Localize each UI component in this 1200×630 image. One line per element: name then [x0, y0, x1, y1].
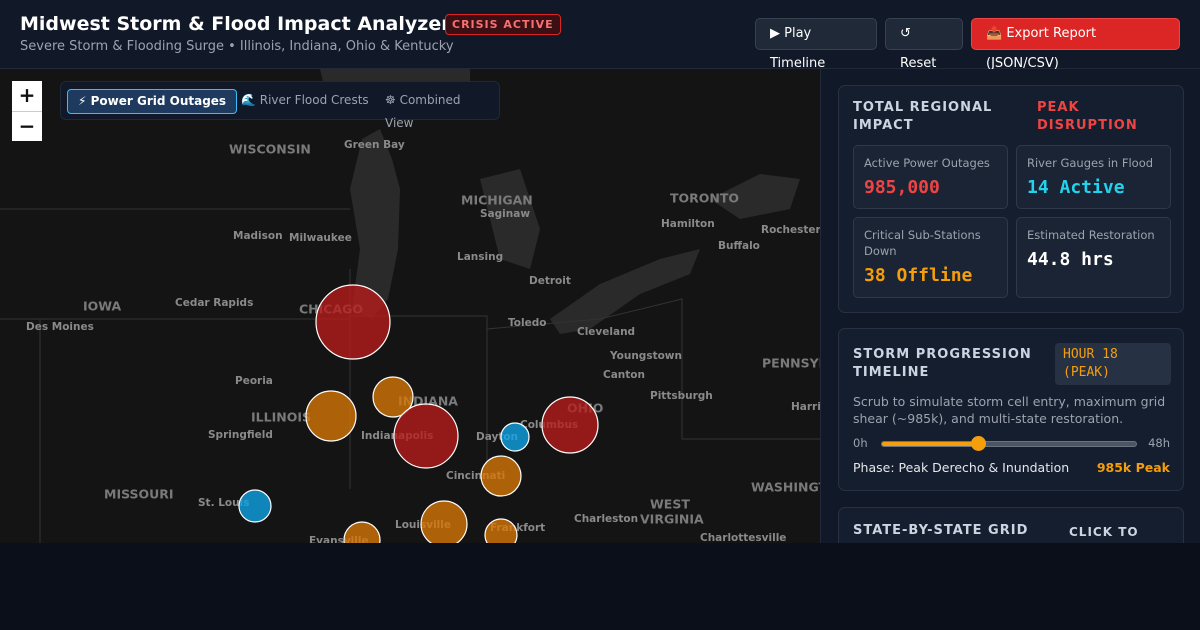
slider-track[interactable]	[881, 441, 1137, 447]
side-panel: TOTAL REGIONAL IMPACT PEAK DISRUPTION Ac…	[820, 69, 1200, 543]
peak-label: 985k Peak	[1096, 460, 1170, 475]
city-label: Green Bay	[344, 139, 405, 151]
city-label: Lansing	[457, 251, 503, 263]
timeline-title: STORM PROGRESSION TIMELINE	[853, 347, 1032, 380]
stat-value: 38 Offline	[864, 265, 973, 286]
city-label: Saginaw	[480, 208, 530, 220]
city-label: Canton	[603, 369, 645, 381]
impact-marker[interactable]	[541, 396, 599, 454]
app: Midwest Storm & Flood Impact Analyzer CR…	[0, 0, 1200, 543]
stat-label: Estimated Restoration	[1027, 228, 1155, 242]
stat-label: River Gauges in Flood	[1027, 156, 1154, 170]
impact-marker[interactable]	[315, 284, 391, 360]
zoom-out[interactable]: −	[12, 111, 42, 141]
lake-erie	[550, 249, 700, 334]
layer-tabs: ⚡ Power Grid Outages 🌊 River Flood Crest…	[60, 81, 500, 130]
impact-marker[interactable]	[393, 403, 459, 469]
zoom-in[interactable]: +	[12, 81, 42, 111]
region-label: ILLINOIS	[251, 410, 311, 425]
city-label: Evansville	[309, 535, 369, 543]
city-label: Detroit	[529, 275, 571, 287]
region-label: WEST	[650, 497, 690, 512]
city-label: Springfield	[208, 429, 273, 441]
hour-badge: HOUR 18 (PEAK)	[1055, 343, 1171, 385]
tab-flood[interactable]: 🌊 River Flood Crests	[241, 93, 369, 107]
timeline-card: STORM PROGRESSION TIMELINE HOUR 18 (PEAK…	[838, 328, 1184, 491]
stat-card: Critical Sub-Stations Down 38 Offline	[853, 217, 1008, 298]
stat-label: Critical Sub-Stations Down	[864, 228, 981, 258]
city-label: Rochester	[761, 224, 820, 236]
city-label: Peoria	[235, 375, 273, 387]
app-title: Midwest Storm & Flood Impact Analyzer	[20, 13, 451, 35]
stat-value: 44.8 hrs	[1027, 249, 1114, 270]
city-label: Des Moines	[26, 321, 94, 333]
city-label: Youngstown	[609, 350, 682, 362]
slider-fill	[882, 442, 979, 446]
lake-ontario	[710, 174, 800, 219]
city-label: Buffalo	[718, 240, 760, 252]
impact-card: TOTAL REGIONAL IMPACT PEAK DISRUPTION Ac…	[838, 85, 1184, 313]
impact-marker[interactable]	[238, 489, 272, 523]
stat-card: River Gauges in Flood 14 Active	[1016, 145, 1171, 209]
stat-value: 985,000	[864, 177, 940, 198]
region-label: PENNSYLV	[762, 356, 820, 371]
city-label: Cleveland	[577, 326, 635, 338]
stat-card: Estimated Restoration 44.8 hrs	[1016, 217, 1171, 298]
impact-marker[interactable]	[305, 390, 357, 442]
region-label: WASHINGTO	[751, 480, 820, 495]
grid-card: STATE-BY-STATE GRID CLICK TO	[838, 507, 1184, 543]
city-label: Cedar Rapids	[175, 297, 253, 309]
region-label: WISCONSIN	[229, 142, 311, 157]
tab-power[interactable]: ⚡ Power Grid Outages	[67, 89, 238, 114]
impact-marker[interactable]	[372, 376, 414, 418]
region-label: MISSOURI	[104, 487, 174, 502]
impact-title: TOTAL REGIONAL IMPACT	[853, 100, 993, 133]
city-label: Toledo	[508, 317, 546, 329]
reset-button[interactable]: ↺ Reset	[885, 18, 963, 71]
region-label: TORONTO	[670, 191, 739, 206]
city-label: Harris	[791, 401, 820, 413]
export-button[interactable]: 📤 Export Report (JSON/CSV)	[971, 18, 1180, 71]
city-label: Madison	[233, 230, 283, 242]
phase-label: Phase: Peak Derecho & Inundation	[853, 460, 1070, 475]
city-label: Pittsburgh	[650, 390, 713, 402]
impact-marker[interactable]	[420, 500, 468, 543]
grid-title: STATE-BY-STATE GRID	[853, 523, 1029, 538]
city-label: Milwaukee	[289, 232, 352, 244]
region-label: MICHIGAN	[461, 193, 533, 208]
city-label: St. Louis	[198, 497, 249, 509]
lake-huron	[480, 169, 540, 269]
impact-marker[interactable]	[480, 455, 522, 497]
impact-marker[interactable]	[500, 422, 530, 452]
subtitle: Severe Storm & Flooding Surge • Illinois…	[20, 39, 454, 54]
tab-combined[interactable]: ☸ Combined View	[385, 93, 461, 130]
slider-min: 0h	[853, 436, 868, 450]
city-label: Charleston	[574, 513, 638, 525]
lake-michigan	[350, 129, 400, 319]
stat-card: Active Power Outages 985,000	[853, 145, 1008, 209]
status-badge: CRISIS ACTIVE	[445, 14, 561, 35]
stat-value: 14 Active	[1027, 177, 1125, 198]
impact-status: PEAK DISRUPTION	[1037, 100, 1138, 133]
header: Midwest Storm & Flood Impact Analyzer CR…	[0, 0, 1200, 71]
state-borders	[0, 208, 820, 543]
timeline-description: Scrub to simulate storm cell entry, maxi…	[853, 394, 1166, 426]
slider-thumb[interactable]	[971, 436, 986, 451]
map[interactable]: WISCONSIN Green Bay MICHIGAN Saginaw TORONTO…	[0, 69, 820, 543]
stat-label: Active Power Outages	[864, 156, 990, 170]
impact-marker[interactable]	[484, 518, 518, 543]
impact-marker[interactable]	[343, 521, 381, 543]
play-button[interactable]: ▶ Play Timeline	[755, 18, 877, 71]
grid-action[interactable]: CLICK TO	[1069, 525, 1139, 539]
slider-max: 48h	[1148, 436, 1170, 450]
region-label: IOWA	[83, 299, 122, 314]
region-label: VIRGINIA	[640, 512, 704, 527]
city-label: Hamilton	[661, 218, 715, 230]
city-label: Charlottesville	[700, 532, 786, 543]
